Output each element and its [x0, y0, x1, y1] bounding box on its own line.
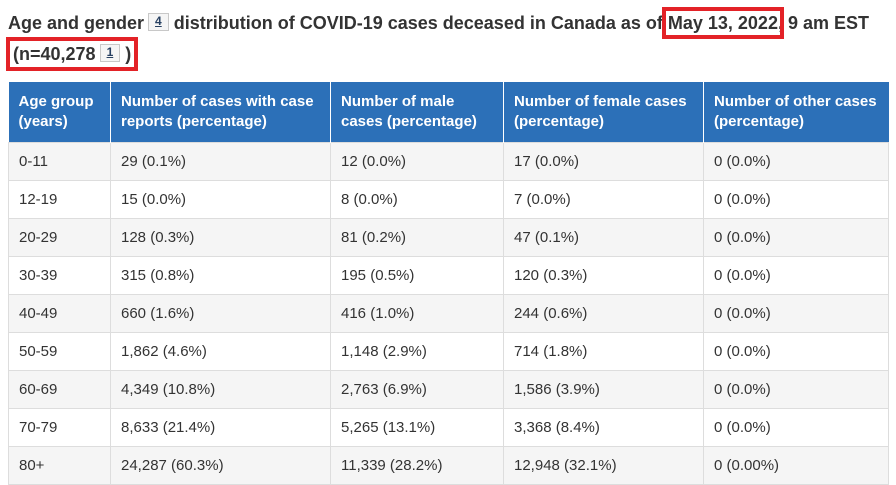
- column-header: Age group (years): [8, 82, 111, 143]
- table-cell: 0 (0.0%): [703, 370, 889, 409]
- column-header: Number of male cases (percentage): [330, 82, 504, 143]
- table-cell: 12,948 (32.1%): [503, 446, 704, 485]
- table-row: 40-49 660 (1.6%) 416 (1.0%) 244 (0.6%) 0 (0.…: [8, 294, 889, 333]
- table-row: 0-11 29 (0.1%) 12 (0.0%) 17 (0.0%) 0 (0.0%): [8, 142, 889, 181]
- date-highlight-annotation: May 13, 2022: [661, 7, 784, 39]
- n-highlight-annotation: (n=40,278 1): [5, 37, 139, 71]
- table-cell: 50-59: [8, 332, 111, 371]
- title-text-start: Age and gender: [8, 13, 145, 33]
- column-header: Number of cases with case reports (perce…: [110, 82, 331, 143]
- table-header: Age group (years) Number of cases with ca…: [8, 82, 889, 143]
- table-cell: 120 (0.3%): [503, 256, 704, 295]
- table-cell: 0 (0.0%): [703, 142, 889, 181]
- title-date: May 13, 2022: [667, 13, 778, 33]
- title-n-close: ): [125, 44, 132, 64]
- title-n-value: (n=40,278: [13, 44, 96, 64]
- table-cell: 1,148 (2.9%): [330, 332, 504, 371]
- table-cell: 17 (0.0%): [503, 142, 704, 181]
- footnote-1-box: 1: [99, 44, 121, 62]
- table-cell: 24,287 (60.3%): [110, 446, 331, 485]
- table-cell: 128 (0.3%): [110, 218, 331, 257]
- footnote-4-box: 4: [148, 13, 169, 31]
- table-cell: 195 (0.5%): [330, 256, 504, 295]
- table-cell: 20-29: [8, 218, 111, 257]
- table-cell: 81 (0.2%): [330, 218, 504, 257]
- table-cell: 29 (0.1%): [110, 142, 331, 181]
- table-cell: 0 (0.0%): [703, 294, 889, 333]
- table-cell: 7 (0.0%): [503, 180, 704, 219]
- table-cell: 0 (0.00%): [703, 446, 889, 485]
- table-cell: 0 (0.0%): [703, 218, 889, 257]
- table-cell: 40-49: [8, 294, 111, 333]
- table-header-row: Age group (years) Number of cases with ca…: [8, 82, 889, 143]
- table-cell: 70-79: [8, 408, 111, 447]
- table-row: 20-29 128 (0.3%) 81 (0.2%) 47 (0.1%) 0 (0.0%…: [8, 218, 889, 257]
- table-cell: 60-69: [8, 370, 111, 409]
- table-row: 30-39 315 (0.8%) 195 (0.5%) 120 (0.3%) 0 (0.…: [8, 256, 889, 295]
- table-cell: 12-19: [8, 180, 111, 219]
- table-cell: 80+: [8, 446, 111, 485]
- table-cell: 12 (0.0%): [330, 142, 504, 181]
- table-row: 80+ 24,287 (60.3%) 11,339 (28.2%) 12,948 (3…: [8, 446, 889, 485]
- page-title: Age and gender 4 distribution of COVID-19 …: [5, 7, 888, 71]
- column-header: Number of other cases (percentage): [703, 82, 889, 143]
- table-cell: 15 (0.0%): [110, 180, 331, 219]
- table-row: 50-59 1,862 (4.6%) 1,148 (2.9%) 714 (1.8%) 0…: [8, 332, 889, 371]
- table-cell: 47 (0.1%): [503, 218, 704, 257]
- table-cell: 8,633 (21.4%): [110, 408, 331, 447]
- table-row: 12-19 15 (0.0%) 8 (0.0%) 7 (0.0%) 0 (0.0%): [8, 180, 889, 219]
- table-cell: 1,586 (3.9%): [503, 370, 704, 409]
- table-row: 60-69 4,349 (10.8%) 2,763 (6.9%) 1,586 (3.9…: [8, 370, 889, 409]
- table-cell: 0 (0.0%): [703, 408, 889, 447]
- table-row: 70-79 8,633 (21.4%) 5,265 (13.1%) 3,368 (8.…: [8, 408, 889, 447]
- table-cell: 30-39: [8, 256, 111, 295]
- table-cell: 3,368 (8.4%): [503, 408, 704, 447]
- title-text-end: , 9 am EST: [777, 13, 870, 33]
- table-cell: 5,265 (13.1%): [330, 408, 504, 447]
- table-cell: 11,339 (28.2%): [330, 446, 504, 485]
- age-gender-table: Age group (years) Number of cases with ca…: [8, 82, 889, 485]
- table-cell: 0-11: [8, 142, 111, 181]
- table-cell: 714 (1.8%): [503, 332, 704, 371]
- table-cell: 1,862 (4.6%): [110, 332, 331, 371]
- table-cell: 0 (0.0%): [703, 256, 889, 295]
- table-cell: 8 (0.0%): [330, 180, 504, 219]
- table-cell: 315 (0.8%): [110, 256, 331, 295]
- title-text-middle: distribution of COVID-19 cases deceased …: [173, 13, 663, 33]
- column-header: Number of female cases (percentage): [503, 82, 704, 143]
- table-cell: 4,349 (10.8%): [110, 370, 331, 409]
- table-cell: 0 (0.0%): [703, 332, 889, 371]
- table-cell: 0 (0.0%): [703, 180, 889, 219]
- table-cell: 244 (0.6%): [503, 294, 704, 333]
- footnote-1-link[interactable]: 1: [106, 45, 114, 59]
- table-cell: 416 (1.0%): [330, 294, 504, 333]
- table-cell: 2,763 (6.9%): [330, 370, 504, 409]
- table-cell: 660 (1.6%): [110, 294, 331, 333]
- table-body: 0-11 29 (0.1%) 12 (0.0%) 17 (0.0%) 0 (0.0%) 1…: [8, 142, 889, 485]
- footnote-4-link[interactable]: 4: [155, 14, 162, 28]
